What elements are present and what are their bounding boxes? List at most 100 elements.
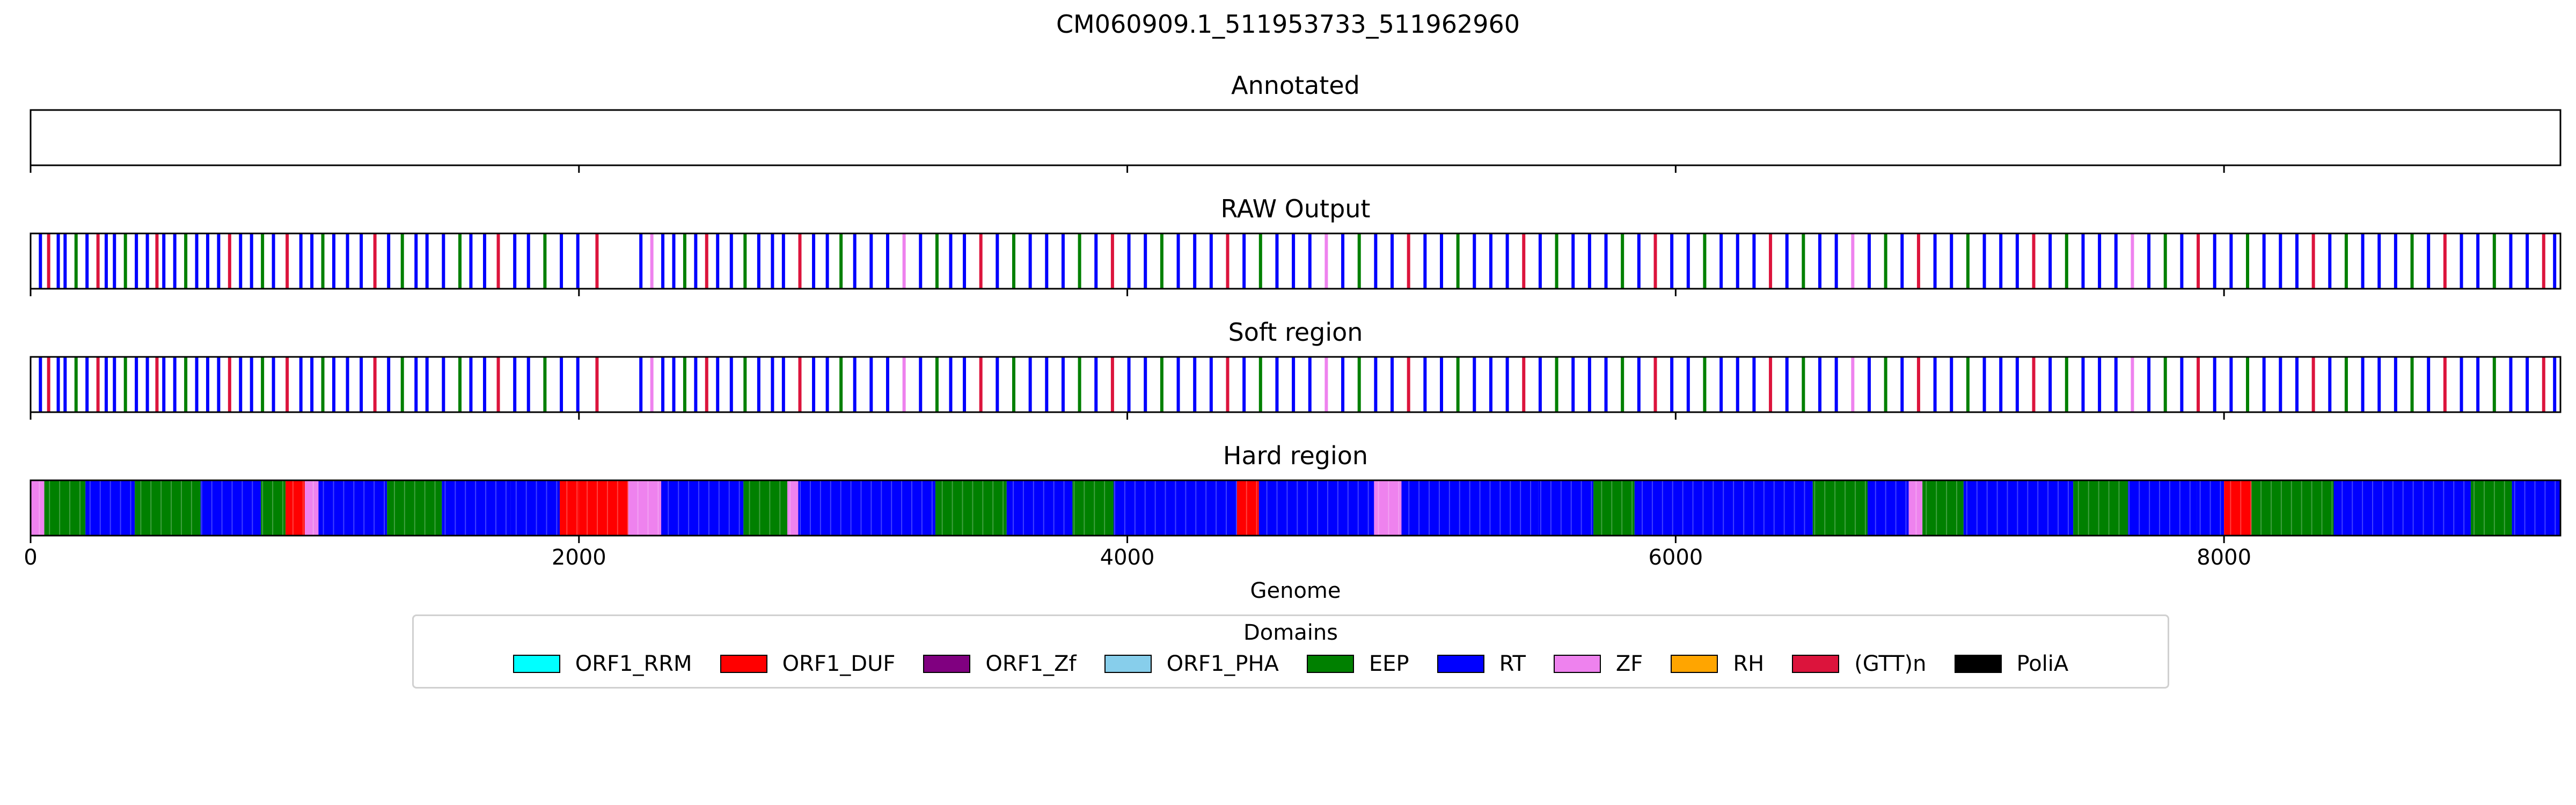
domain-block [935, 480, 1007, 536]
domain-mark [2197, 357, 2200, 412]
domain-mark [1242, 233, 1246, 289]
panel-background [31, 110, 2560, 165]
domain-mark [902, 233, 906, 289]
legend-label: ORF1_Zf [985, 652, 1077, 676]
domain-mark [2361, 233, 2365, 289]
domain-mark [1884, 233, 1887, 289]
domain-block [31, 480, 45, 536]
domain-mark [2394, 233, 2397, 289]
domain-mark [2328, 233, 2332, 289]
domain-block [85, 480, 135, 536]
domain-block [304, 480, 319, 536]
domain-mark [1473, 233, 1476, 289]
x-axis-label: Genome [1250, 579, 1341, 603]
domain-mark [1028, 357, 1032, 412]
domain-mark [1752, 233, 1756, 289]
domain-mark [299, 357, 303, 412]
legend-swatch [1792, 655, 1840, 673]
domain-mark [639, 357, 643, 412]
block-divider [546, 480, 547, 536]
block-divider [2290, 480, 2292, 536]
domain-mark [104, 357, 108, 412]
block-divider [1084, 480, 1085, 536]
block-divider [668, 480, 669, 536]
domain-mark [513, 233, 517, 289]
block-divider [728, 480, 730, 536]
domain-mark [1439, 357, 1443, 412]
domain-mark [798, 233, 802, 289]
block-divider [2139, 480, 2140, 536]
domain-mark [1653, 357, 1657, 412]
block-divider [1459, 480, 1460, 536]
block-divider [536, 480, 537, 536]
legend-label: RH [1733, 652, 1765, 676]
block-divider [231, 480, 233, 536]
block-divider [1956, 480, 1957, 536]
legend-item: ZF [1553, 652, 1643, 676]
domain-block [1634, 480, 1745, 536]
domain-block [510, 480, 560, 536]
block-divider [1570, 480, 1572, 536]
block-divider [1489, 480, 1491, 536]
block-divider [718, 480, 720, 536]
block-divider [1276, 480, 1278, 536]
domain-mark [123, 357, 127, 412]
block-divider [911, 480, 912, 536]
block-divider [1621, 480, 1623, 536]
domain-mark [1357, 233, 1361, 289]
block-divider [2220, 480, 2221, 536]
domain-mark [442, 233, 445, 289]
block-divider [130, 480, 131, 536]
domain-mark [2377, 233, 2381, 289]
domain-mark [1769, 233, 1773, 289]
block-divider [2047, 480, 2049, 536]
domain-mark [469, 357, 473, 412]
domain-mark [2015, 233, 2019, 289]
block-divider [201, 480, 202, 536]
block-divider [2483, 480, 2485, 536]
domain-mark [526, 233, 530, 289]
domain-mark [1522, 233, 1526, 289]
domain-mark [1028, 233, 1032, 289]
block-divider [2007, 480, 2008, 536]
block-divider [333, 480, 334, 536]
block-divider [2412, 480, 2414, 536]
domain-mark [560, 233, 564, 289]
block-divider [323, 480, 324, 536]
block-divider [384, 480, 385, 536]
domain-mark [1505, 357, 1509, 412]
domain-mark [56, 233, 60, 289]
domain-mark [1587, 357, 1591, 412]
block-divider [1520, 480, 1521, 536]
block-divider [647, 480, 649, 536]
domain-mark [1193, 357, 1197, 412]
domain-mark [2394, 357, 2397, 412]
legend-swatch [1104, 655, 1152, 673]
block-divider [1195, 480, 1197, 536]
legend-title: Domains [1243, 620, 1338, 645]
block-divider [2362, 480, 2363, 536]
domain-mark [935, 233, 939, 289]
block-divider [1986, 480, 1988, 536]
domain-mark [228, 357, 231, 412]
domain-mark [996, 233, 999, 289]
legend-label: ORF1_RRM [575, 652, 692, 676]
block-divider [1134, 480, 1136, 536]
block-divider [617, 480, 618, 536]
block-divider [49, 480, 50, 536]
domain-mark [798, 357, 802, 412]
domain-mark [2295, 233, 2299, 289]
domain-mark [2180, 357, 2184, 412]
domain-mark [1752, 357, 1756, 412]
block-divider [2199, 480, 2201, 536]
block-divider [789, 480, 791, 536]
domain-mark [1045, 233, 1049, 289]
legend-swatch [1954, 655, 2002, 673]
block-divider [1672, 480, 1673, 536]
domain-mark [184, 357, 188, 412]
block-divider [2230, 480, 2231, 536]
block-divider [2169, 480, 2170, 536]
block-divider [1073, 480, 1075, 536]
block-divider [1448, 480, 1450, 536]
domain-mark [173, 233, 177, 289]
